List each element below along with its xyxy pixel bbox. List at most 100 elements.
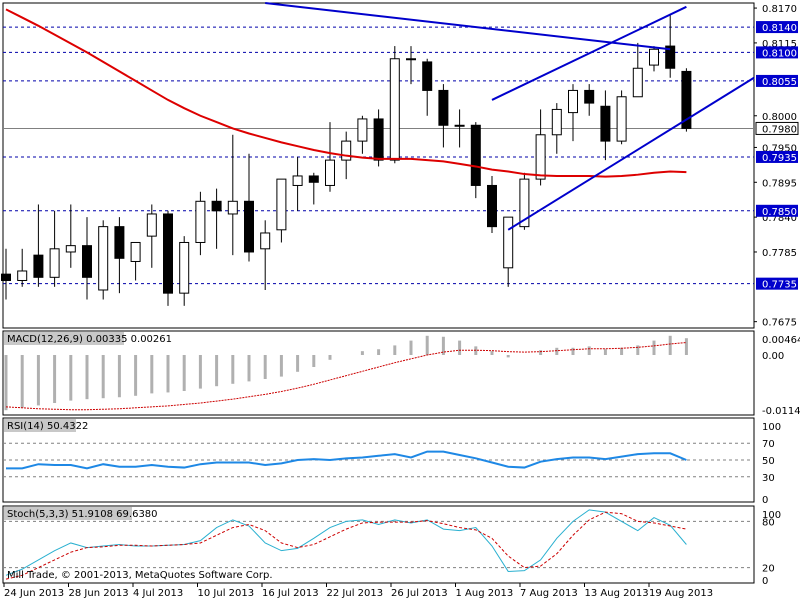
candle-body-bear (681, 70, 692, 129)
candle[interactable] (260, 220, 271, 290)
candle-body-bull (130, 241, 141, 262)
candle-body-bull (49, 248, 60, 278)
candle[interactable] (406, 46, 416, 85)
candle-body-bull (503, 216, 514, 269)
candle-body-bull (389, 58, 400, 161)
candle[interactable] (308, 172, 319, 205)
candle-body-bear (163, 213, 173, 294)
candle[interactable] (146, 204, 157, 268)
price-tick-label: 0.8170 (762, 4, 797, 15)
price-tick-label: 0.8000 (762, 112, 797, 123)
macd-tick-label: 0.00 (762, 351, 784, 362)
candle[interactable] (276, 178, 287, 243)
candle[interactable] (292, 156, 303, 211)
candle[interactable] (325, 122, 335, 192)
candle[interactable] (551, 103, 562, 154)
stoch-signal-line (5, 511, 687, 580)
trendline[interactable] (491, 5, 687, 101)
trendlines[interactable] (265, 2, 755, 231)
candle[interactable] (1, 248, 11, 300)
stoch-tick-label: 100 (762, 510, 781, 521)
price-pane-frame (2, 2, 755, 329)
rsi-line (6, 450, 687, 470)
candle[interactable] (665, 14, 676, 78)
level-label: 0.8140 (762, 23, 797, 34)
rsi-tick-label: 30 (762, 473, 775, 484)
candle[interactable] (17, 248, 28, 287)
time-tick-label: 4 Jul 2013 (133, 588, 183, 599)
level-label-bg (756, 21, 798, 34)
rsi-tick-label: 70 (762, 439, 775, 450)
candle[interactable] (65, 204, 76, 268)
candle-body-bull (454, 124, 465, 127)
candle[interactable] (33, 204, 44, 287)
candle[interactable] (487, 175, 497, 233)
level-label-bg (756, 46, 798, 59)
candle[interactable] (632, 42, 643, 98)
candle[interactable] (584, 84, 595, 116)
level-label-bg (756, 204, 798, 217)
candle-body-bull (519, 178, 530, 228)
candles[interactable] (1, 14, 692, 306)
candle[interactable] (470, 122, 481, 199)
time-tick-label: 1 Aug 2013 (456, 588, 514, 599)
candle-body-bear (600, 105, 611, 142)
macd-histogram (4, 335, 688, 411)
candle[interactable] (130, 241, 141, 281)
candle[interactable] (179, 236, 190, 306)
candle[interactable] (211, 188, 222, 249)
candle-body-bull (98, 226, 109, 291)
candle[interactable] (649, 46, 659, 72)
trendline[interactable] (507, 76, 755, 231)
candle[interactable] (422, 58, 433, 116)
candle-body-bull (179, 241, 190, 294)
candle[interactable] (244, 153, 254, 262)
level-label: 0.8055 (762, 77, 797, 88)
rsi-axis: 100 70 50 30 0 (762, 422, 781, 506)
candle[interactable] (454, 109, 465, 148)
level-label: 0.8100 (762, 48, 797, 59)
candle-body-bear (244, 200, 254, 253)
price-axis: 0.8170 0.8115 0.8000 0.7950 0.7895 0.7840 0.77… (754, 4, 797, 329)
price-pane[interactable]: 0.8170 0.8115 0.8000 0.7950 0.7895 0.7840 0.77… (1, 2, 799, 329)
macd-tick-label: 0.00464 (762, 335, 800, 346)
price-tick-label: 0.7895 (762, 178, 797, 189)
time-tick-label: 10 Jul 2013 (198, 588, 255, 599)
macd-pane[interactable]: 0.00464 0.00 -0.01147 MACD(12,26,9) 0.0033… (2, 330, 800, 417)
candle[interactable] (681, 68, 692, 132)
candle[interactable] (114, 217, 125, 294)
candle[interactable] (163, 210, 173, 306)
candle[interactable] (82, 217, 92, 300)
candle[interactable] (389, 46, 400, 164)
level-label: 0.7850 (762, 207, 797, 218)
candle[interactable] (438, 84, 449, 148)
candle-body-bull (357, 118, 368, 142)
candle[interactable] (373, 109, 384, 167)
trendline[interactable] (265, 2, 671, 51)
current-price-label-bg (755, 121, 799, 135)
candle[interactable] (535, 109, 546, 186)
candle[interactable] (616, 90, 627, 145)
candle[interactable] (600, 90, 611, 161)
candle[interactable] (227, 134, 238, 256)
candle-body-bear (470, 124, 481, 186)
macd-title: MACD(12,26,9) 0.00335 0.00261 (7, 334, 172, 345)
level-label-bg (756, 74, 798, 87)
candle[interactable] (49, 210, 60, 287)
candle-body-bear (665, 45, 676, 69)
rsi-pane[interactable]: 100 70 50 30 0 RSI(14) 50.4322 (2, 417, 781, 506)
macd-signal (5, 342, 687, 411)
current-price-label: 0.7980 (762, 124, 797, 135)
candle[interactable] (568, 84, 578, 142)
candle[interactable] (195, 191, 206, 256)
ma-line (5, 8, 687, 178)
stoch-main-line (5, 509, 687, 576)
candle[interactable] (357, 115, 368, 154)
macd-tick-label: -0.01147 (762, 406, 800, 417)
candle[interactable] (98, 220, 109, 300)
